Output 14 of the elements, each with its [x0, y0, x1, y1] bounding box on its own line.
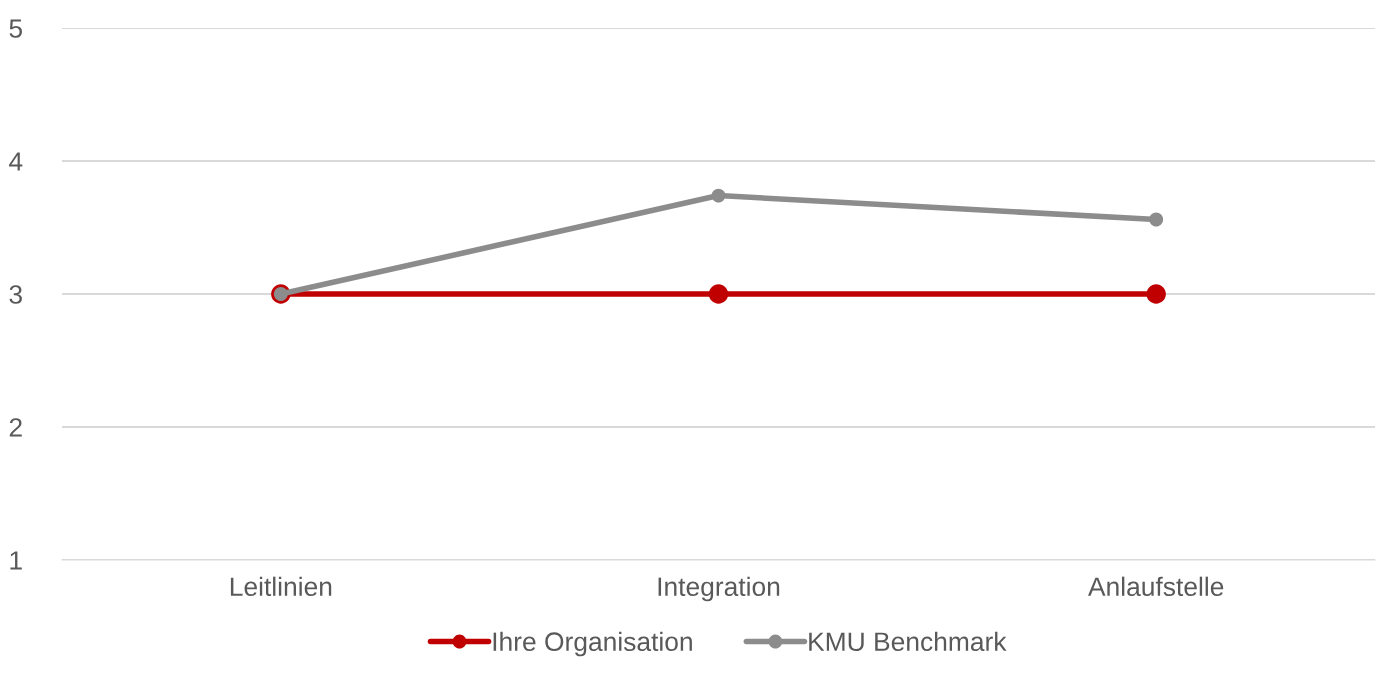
y-tick-label: 5	[9, 19, 23, 38]
y-tick-label: 2	[9, 418, 22, 437]
x-tick-label: Anlaufstelle	[1088, 576, 1224, 597]
point	[1146, 284, 1166, 304]
y-tick-label: 1	[10, 551, 22, 570]
point	[708, 284, 729, 304]
point	[1149, 212, 1164, 227]
legend-label: Ihre Organisation	[493, 631, 692, 657]
x-tick-label: Leitlinien	[230, 576, 332, 597]
point	[711, 188, 726, 203]
x-tick-label: Integration	[658, 576, 780, 602]
y-tick-label: 4	[9, 152, 23, 171]
y-tick-label: 3	[9, 285, 22, 304]
legend-label: KMU Benchmark	[809, 631, 1007, 652]
